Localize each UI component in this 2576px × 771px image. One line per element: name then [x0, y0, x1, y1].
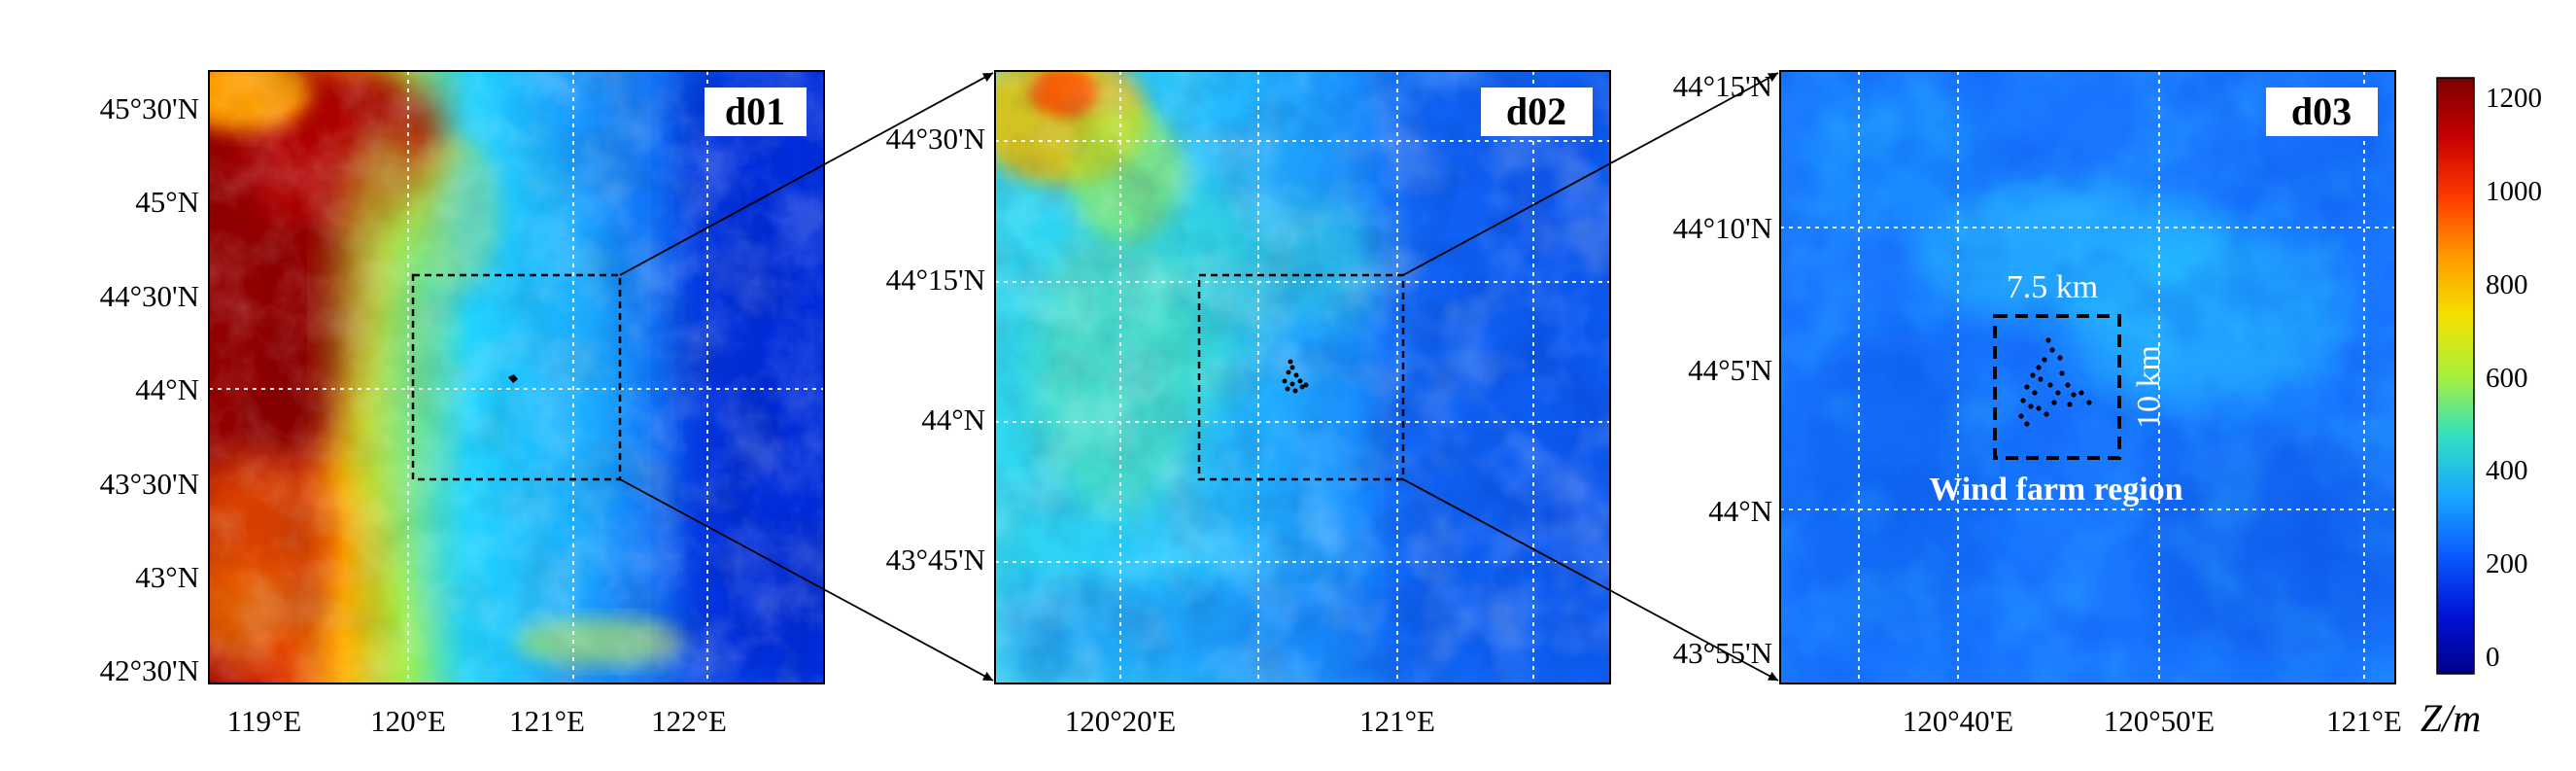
lat-tick: 44°15'N: [886, 263, 985, 297]
colorbar-unit: Z/m: [2421, 696, 2481, 740]
lon-tick: 119°E: [227, 704, 302, 738]
lat-tick: 45°N: [135, 185, 199, 219]
colorbar-gradient: [2437, 78, 2474, 674]
colorbar-tick: 0: [2486, 642, 2500, 673]
terrain-map-d03: [1780, 71, 2420, 683]
lon-tick: 122°E: [651, 704, 727, 738]
lon-ticks-d03: 120°40'E 120°50'E 121°E: [1903, 704, 2402, 738]
lat-tick: 44°15'N: [1673, 69, 1772, 103]
lon-ticks-d02: 120°20'E 121°E: [1065, 704, 1435, 738]
lat-tick: 44°10'N: [1673, 211, 1772, 245]
lon-tick: 121°E: [509, 704, 585, 738]
wind-farm-height-label: 10 km: [2131, 345, 2167, 429]
lon-tick: 120°40'E: [1903, 704, 2013, 738]
lon-tick: 120°50'E: [2104, 704, 2215, 738]
colorbar-tick: 1000: [2486, 176, 2542, 207]
lat-tick: 43°N: [135, 560, 199, 594]
lat-tick: 44°N: [1708, 494, 1772, 528]
colorbar: 1200 1000 800 600 400 200 0 Z/m: [2421, 78, 2542, 740]
lon-tick: 121°E: [2326, 704, 2402, 738]
colorbar-tick: 600: [2486, 363, 2528, 394]
colorbar-tick: 400: [2486, 455, 2528, 486]
wind-farm-region-label: Wind farm region: [1929, 472, 2182, 508]
lat-tick: 43°30'N: [100, 467, 199, 501]
lat-tick: 43°45'N: [886, 543, 985, 577]
lon-tick: 121°E: [1359, 704, 1435, 738]
lat-ticks-d02: 44°30'N 44°15'N 44°N 43°45'N: [886, 122, 985, 577]
lon-ticks-d01: 119°E 120°E 121°E 122°E: [227, 704, 727, 738]
colorbar-tick: 800: [2486, 269, 2528, 300]
wind-farm-width-label: 7.5 km: [2007, 269, 2098, 305]
panel-label-d01: d01: [725, 89, 785, 133]
lon-tick: 120°E: [370, 704, 446, 738]
lat-tick: 44°5'N: [1688, 353, 1772, 387]
lat-ticks-d01: 45°30'N 45°N 44°30'N 44°N 43°30'N 43°N 4…: [100, 91, 199, 687]
terrain-map-d01: [97, 53, 824, 683]
lat-tick: 43°55'N: [1673, 636, 1772, 670]
colorbar-tick: 200: [2486, 548, 2528, 579]
lat-tick: 42°30'N: [100, 653, 199, 687]
colorbar-tick: 1200: [2486, 83, 2542, 114]
panel-label-d03: d03: [2291, 89, 2352, 133]
lon-tick: 120°20'E: [1065, 704, 1176, 738]
lat-tick: 44°N: [135, 372, 199, 406]
lat-tick: 44°30'N: [886, 122, 985, 156]
lat-tick: 44°30'N: [100, 279, 199, 313]
lat-tick: 45°30'N: [100, 91, 199, 125]
lat-ticks-d03: 44°15'N 44°10'N 44°5'N 44°N 43°55'N: [1673, 69, 1772, 670]
panel-d02: d02 44°30'N 44°15'N 44°N 43°45'N 120°20'…: [886, 49, 1610, 738]
colorbar-ticks: 1200 1000 800 600 400 200 0: [2486, 83, 2542, 673]
panel-label-d02: d02: [1506, 89, 1566, 133]
panel-d03: 7.5 km 10 km Wind farm region d03 44°15'…: [1673, 69, 2420, 738]
panel-d01: d01 45°30'N 45°N 44°30'N 44°N 43°30'N 43…: [97, 53, 824, 738]
lat-tick: 44°N: [921, 403, 985, 437]
